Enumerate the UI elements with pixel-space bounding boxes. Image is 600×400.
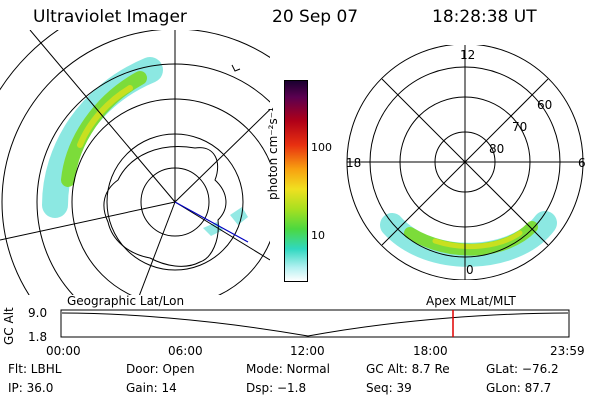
sun-direction-line [174,201,249,243]
mlat-label-70: 70 [512,120,528,134]
x-tick-18: 18:00 [413,344,448,358]
status-gc-alt: GC Alt: 8.7 Re [366,362,450,376]
colorbar-tick-100: 100 [311,141,332,154]
aurora-arc-peak [77,85,133,148]
status-gain: Gain: 14 [126,381,177,395]
colorbar [284,80,308,282]
status-door: Door: Open [126,362,195,376]
status-glat: GLat: −76.2 [486,362,559,376]
colorbar-unit-label: photon cm⁻²s⁻¹ [266,107,280,200]
x-tick-00: 00:00 [46,344,81,358]
status-filter: Flt: LBHL [8,362,62,376]
x-tick-2359: 23:59 [550,344,585,358]
x-tick-12: 12:00 [290,344,325,358]
status-glon: GLon: 87.7 [486,381,552,395]
status-dsp: Dsp: −1.8 [246,381,307,395]
status-seq: Seq: 39 [366,381,412,395]
mlt-label-0: 0 [466,263,474,277]
mlt-label-18: 18 [346,156,362,170]
timeline-y-axis-label: GC Alt [2,307,16,345]
status-ip: IP: 36.0 [8,381,54,395]
timeline-left-caption: Geographic Lat/Lon [67,294,185,308]
timeline-y-tick-1-8: 1.8 [28,330,48,344]
instrument-title: Ultraviolet Imager [33,7,187,27]
time-label: 18:28:38 UT [432,7,537,27]
altitude-timeline [60,309,570,338]
status-mode: Mode: Normal [246,362,330,376]
mlt-label-12: 12 [460,48,476,62]
coastline [103,146,227,267]
mlat-mlt-map [346,45,584,280]
timeline-right-caption: Apex MLat/MLT [426,294,516,308]
geographic-map [0,30,270,295]
colorbar-tick-10: 10 [311,229,325,242]
mlat-label-60: 60 [537,98,553,112]
mlt-label-6: 6 [578,156,586,170]
altitude-curve [61,312,569,337]
timeline-y-tick-9: 9.0 [28,306,48,320]
date-label: 20 Sep 07 [272,7,359,27]
mlat-label-80: 80 [489,142,505,156]
x-tick-06: 06:00 [168,344,203,358]
